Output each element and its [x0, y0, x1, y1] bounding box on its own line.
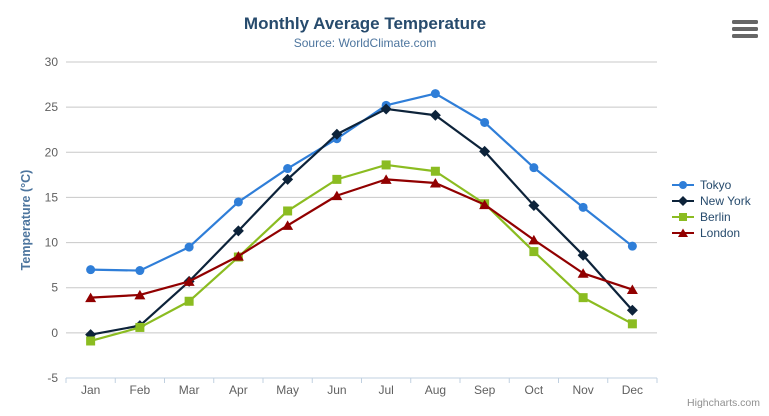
- series-new-york: [85, 103, 638, 341]
- marker-tokyo[interactable]: [627, 241, 637, 251]
- x-axis-label: Jun: [327, 383, 346, 397]
- marker-new-york[interactable]: [528, 200, 540, 212]
- marker-new-york[interactable]: [626, 304, 638, 316]
- marker-tokyo[interactable]: [184, 242, 194, 252]
- triangle-marker-icon: [678, 228, 688, 237]
- marker-london[interactable]: [626, 284, 638, 295]
- marker-new-york[interactable]: [380, 103, 392, 115]
- chart-subtitle: Source: WorldClimate.com: [293, 36, 437, 50]
- legend-label: Tokyo: [700, 178, 732, 192]
- marker-berlin[interactable]: [529, 247, 539, 257]
- credits-link[interactable]: Highcharts.com: [687, 397, 760, 409]
- x-axis-label: Nov: [572, 383, 593, 397]
- x-axis-label: Jan: [81, 383, 100, 397]
- diamond-marker-icon: [672, 196, 694, 206]
- legend-item-berlin[interactable]: Berlin: [671, 209, 751, 225]
- y-axis-label: 10: [45, 236, 59, 250]
- marker-berlin[interactable]: [135, 322, 145, 332]
- marker-new-york[interactable]: [331, 128, 343, 140]
- marker-berlin[interactable]: [283, 206, 293, 216]
- series-line-london[interactable]: [89, 178, 634, 299]
- legend-label: London: [700, 226, 741, 240]
- marker-berlin[interactable]: [184, 296, 194, 306]
- triangle-marker-icon: [672, 228, 694, 237]
- series-tokyo: [86, 89, 637, 276]
- marker-berlin[interactable]: [627, 319, 637, 329]
- legend-item-london[interactable]: London: [671, 225, 751, 241]
- series-line-tokyo[interactable]: [89, 92, 634, 272]
- context-menu-button[interactable]: [732, 20, 758, 38]
- x-axis-label: Apr: [229, 383, 248, 397]
- marker-new-york[interactable]: [479, 145, 491, 157]
- marker-tokyo[interactable]: [86, 265, 96, 275]
- hamburger-icon: [732, 27, 758, 31]
- x-axis-label: Feb: [130, 383, 151, 397]
- y-axis-label: 25: [45, 100, 59, 114]
- circle-marker-icon: [672, 181, 694, 189]
- y-axis-label: 5: [51, 281, 58, 295]
- marker-tokyo[interactable]: [430, 89, 440, 99]
- hamburger-icon: [732, 20, 758, 24]
- marker-tokyo[interactable]: [233, 197, 243, 207]
- chart-title: Monthly Average Temperature: [243, 14, 487, 33]
- marker-new-york[interactable]: [232, 225, 244, 237]
- marker-london[interactable]: [380, 174, 392, 184]
- x-axis-label: Sep: [474, 383, 496, 397]
- marker-london[interactable]: [282, 220, 294, 230]
- hamburger-icon: [732, 34, 758, 38]
- marker-berlin[interactable]: [578, 293, 588, 303]
- marker-new-york[interactable]: [282, 173, 294, 185]
- square-marker-icon: [679, 213, 687, 221]
- marker-berlin[interactable]: [430, 166, 440, 176]
- y-axis-label: 0: [51, 326, 58, 340]
- legend: Tokyo New York Berlin London: [671, 177, 751, 241]
- y-axis-title: Temperature (°C): [19, 170, 33, 271]
- marker-tokyo[interactable]: [529, 163, 539, 173]
- square-marker-icon: [672, 213, 694, 221]
- series-london: [85, 174, 638, 303]
- marker-london[interactable]: [232, 251, 244, 261]
- x-axis-label: Oct: [525, 383, 544, 397]
- marker-london[interactable]: [577, 268, 589, 278]
- x-axis-label: Jul: [378, 383, 393, 397]
- circle-marker-icon: [679, 181, 687, 189]
- diamond-marker-icon: [678, 196, 688, 206]
- marker-london[interactable]: [331, 190, 343, 201]
- x-axis-label: Dec: [622, 383, 643, 397]
- marker-london[interactable]: [134, 289, 146, 300]
- y-axis-label: -5: [47, 371, 58, 385]
- marker-london[interactable]: [429, 177, 441, 188]
- marker-new-york[interactable]: [429, 109, 441, 121]
- y-axis-label: 15: [45, 190, 59, 204]
- legend-label: New York: [700, 194, 751, 208]
- legend-item-new-york[interactable]: New York: [671, 193, 751, 209]
- marker-new-york[interactable]: [577, 249, 589, 261]
- marker-tokyo[interactable]: [283, 164, 293, 174]
- marker-berlin[interactable]: [381, 160, 391, 170]
- marker-berlin[interactable]: [332, 174, 342, 184]
- marker-london[interactable]: [85, 292, 97, 303]
- x-axis-label: Mar: [179, 383, 200, 397]
- series-line-berlin[interactable]: [89, 163, 634, 343]
- marker-berlin[interactable]: [86, 336, 96, 346]
- marker-tokyo[interactable]: [480, 117, 490, 127]
- y-axis-label: 20: [45, 145, 59, 159]
- legend-item-tokyo[interactable]: Tokyo: [671, 177, 751, 193]
- marker-london[interactable]: [528, 234, 540, 245]
- marker-london[interactable]: [479, 199, 491, 210]
- marker-london[interactable]: [183, 276, 195, 286]
- marker-tokyo[interactable]: [135, 266, 145, 276]
- legend-label: Berlin: [700, 210, 731, 224]
- series-line-new-york[interactable]: [89, 107, 634, 336]
- x-axis-label: May: [276, 383, 299, 397]
- marker-tokyo[interactable]: [578, 202, 588, 212]
- y-axis-label: 30: [45, 55, 59, 69]
- x-axis-label: Aug: [425, 383, 446, 397]
